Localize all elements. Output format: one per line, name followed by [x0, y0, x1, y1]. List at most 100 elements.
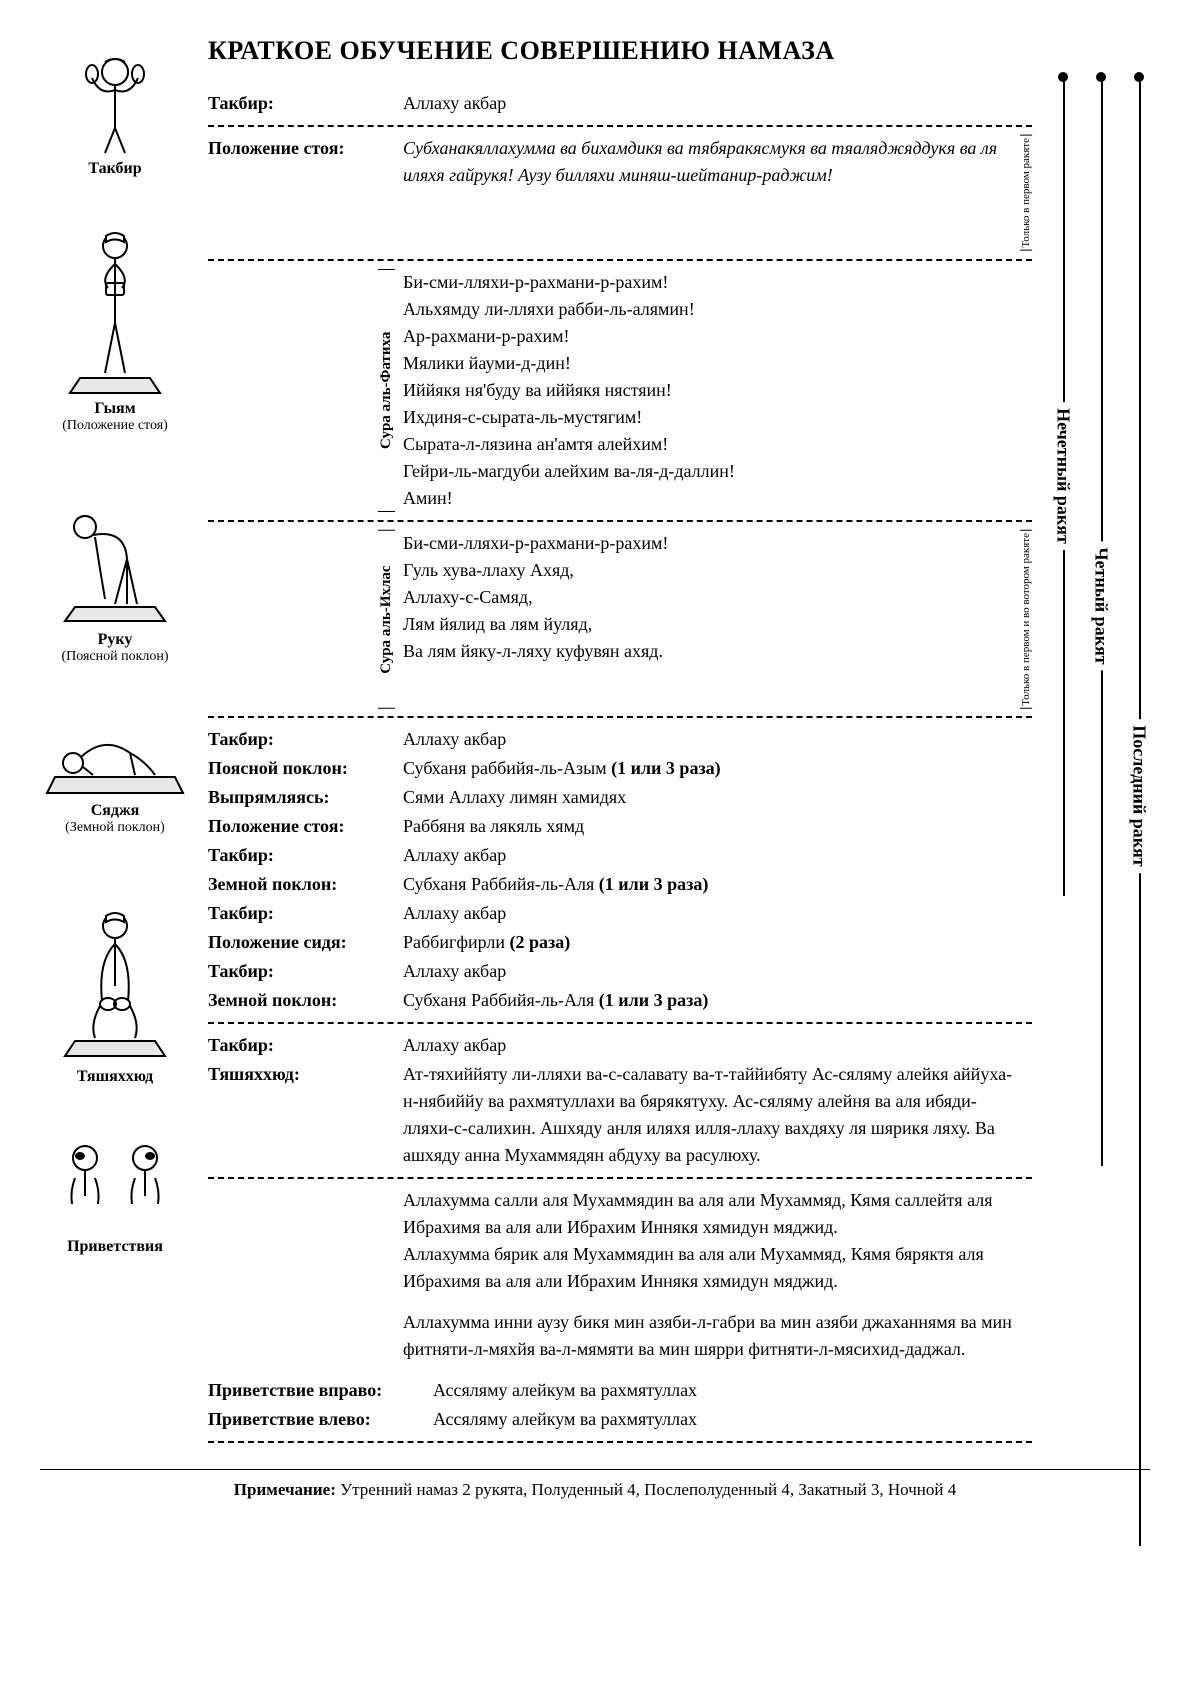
fatiha-line: Би-сми-лляхи-р-рахмани-р-рахим! [403, 269, 735, 296]
label: Такбир: [208, 958, 403, 985]
row-salam-left: Приветствие влево: Ассяляму алейкум ва р… [208, 1406, 1032, 1433]
label: Тяшяххюд: [208, 1061, 403, 1088]
fatiha-block: Сура аль-Фатиха Би-сми-лляхи-р-рахмани-р… [208, 269, 1032, 512]
fatiha-line: Гейри-ль-магдуби алейхим ва-ля-д-даллин! [403, 458, 735, 485]
note-first-second: Только в первом и во вотором ракяте [1020, 530, 1032, 709]
ikhlas-line: Аллаху-с-Самяд, [403, 584, 1016, 611]
figure-salam: Приветствия [50, 1136, 180, 1256]
value: Аллаху акбар [403, 958, 1032, 985]
fig-sajda-caption: Сяджя [91, 802, 140, 820]
fatiha-line: Сырата-л-лязина ан'амтя алейхим! [403, 431, 735, 458]
footnote: Примечание: Утренний намаз 2 рукята, Пол… [40, 1480, 1150, 1500]
fatiha-label: Сура аль-Фатиха [378, 269, 395, 512]
salawat-line: Аллахумма бярик аля Мухаммядин ва аля ал… [403, 1241, 1022, 1295]
label: Положение стоя: [208, 135, 403, 162]
mid-row: Такбир:Аллаху акбар [208, 726, 1032, 753]
fatiha-line: Альхямду ли-лляхи рабби-ль-алямин! [403, 296, 735, 323]
value: Раббигфирли (2 раза) [403, 929, 1032, 956]
row-standing: Положение стоя: Субханакяллахумма ва бих… [208, 135, 1032, 251]
ikhlas-lines: Би-сми-лляхи-р-рахмани-р-рахим!Гуль хува… [403, 530, 1016, 709]
separator [208, 716, 1032, 718]
bracket-even: Четный ракят [1090, 36, 1112, 1451]
figure-ruku: Руку (Поясной поклон) [55, 489, 175, 665]
tashahhud-icon [60, 906, 170, 1066]
fig-ruku-sub: (Поясной поклон) [61, 649, 168, 665]
fig-giyam-sub: (Положение стоя) [62, 418, 168, 434]
note-first-rakat: Только в первом ракяте [1020, 135, 1032, 251]
value: Субханя Раббийя-ль-Аля (1 или 3 раза) [403, 987, 1032, 1014]
fatiha-line: Ихдиня-с-сырата-ль-мустягим! [403, 404, 735, 431]
value: Сями Аллаху лимян хамидях [403, 784, 1032, 811]
value: Аллаху акбар [403, 90, 1032, 117]
value: Аллаху акбар [403, 1032, 1032, 1059]
salawat-text: Аллахумма салли аля Мухаммядин ва аля ал… [208, 1187, 1032, 1295]
mid-row: Такбир:Аллаху акбар [208, 958, 1032, 985]
bracket-odd: Нечетный ракят [1052, 36, 1074, 1451]
fatiha-lines: Би-сми-лляхи-р-рахмани-р-рахим!Альхямду … [403, 269, 735, 512]
fig-salam-caption: Приветствия [67, 1238, 163, 1256]
footnote-label: Примечание: [234, 1480, 336, 1499]
mid-row: Земной поклон:Субханя Раббийя-ль-Аля (1 … [208, 987, 1032, 1014]
ikhlas-line: Ва лям йяку-л-ляху куфувян ахяд. [403, 638, 1016, 665]
takbir-icon [70, 48, 160, 158]
fig-giyam-caption: Гыям [94, 400, 135, 418]
mid-row: Выпрямляясь:Сями Аллаху лимян хамидях [208, 784, 1032, 811]
label: Такбир: [208, 900, 403, 927]
bracket-last: Последний ракят [1128, 36, 1150, 1451]
label: Выпрямляясь: [208, 784, 403, 811]
salawat-line: Аллахумма салли аля Мухаммядин ва аля ал… [403, 1187, 1022, 1241]
label: Положение стоя: [208, 813, 403, 840]
mid-row: Земной поклон:Субханя Раббийя-ль-Аля (1 … [208, 871, 1032, 898]
label: Приветствие влево: [208, 1406, 433, 1433]
fig-sajda-sub: (Земной поклон) [65, 820, 165, 836]
ruku-icon [55, 489, 175, 629]
sajda-icon [45, 705, 185, 800]
fig-ruku-caption: Руку [98, 631, 133, 649]
row-tash-takbir: Такбир: Аллаху акбар [208, 1032, 1032, 1059]
fig-tash-caption: Тяшяххюд [77, 1068, 153, 1086]
mid-row: Положение сидя:Раббигфирли (2 раза) [208, 929, 1032, 956]
figures-column: Такбир Гыям (Положение стоя) [40, 36, 190, 1451]
salam-icon [50, 1136, 180, 1236]
label: Поясной поклон: [208, 755, 403, 782]
separator [208, 1177, 1032, 1179]
giyam-icon [60, 228, 170, 398]
value: Субханя Раббийя-ль-Аля (1 или 3 раза) [403, 871, 1032, 898]
bracket-odd-label: Нечетный ракят [1053, 402, 1074, 550]
figure-sajda: Сяджя (Земной поклон) [45, 705, 185, 836]
page-title: КРАТКОЕ ОБУЧЕНИЕ СОВЕРШЕНИЮ НАМАЗА [208, 36, 1032, 66]
fatiha-line: Иййякя ня'буду ва иййякя нястяин! [403, 377, 735, 404]
label: Земной поклон: [208, 871, 403, 898]
footnote-text: Утренний намаз 2 рукята, Полуденный 4, П… [336, 1480, 956, 1499]
label: Земной поклон: [208, 987, 403, 1014]
ikhlas-line: Лям йялид ва лям йуляд, [403, 611, 1016, 638]
mid-row: Такбир:Аллаху акбар [208, 900, 1032, 927]
label: Такбир: [208, 90, 403, 117]
ikhlas-block: Сура аль-Ихлас Би-сми-лляхи-р-рахмани-р-… [208, 530, 1032, 709]
figure-tashahhud: Тяшяххюд [60, 906, 170, 1086]
label: Такбир: [208, 726, 403, 753]
value: Аллаху акбар [403, 900, 1032, 927]
value: Ассяляму алейкум ва рахмятуллах [433, 1406, 1032, 1433]
ikhlas-line: Би-сми-лляхи-р-рахмани-р-рахим! [403, 530, 1016, 557]
mid-row: Такбир:Аллаху акбар [208, 842, 1032, 869]
mid-rows: Такбир:Аллаху акбарПоясной поклон:Субхан… [208, 726, 1032, 1014]
separator [208, 520, 1032, 522]
bracket-last-label: Последний ракят [1129, 719, 1150, 873]
dua-text: Аллахумма инни аузу бикя мин азяби-л-габ… [208, 1309, 1032, 1363]
separator [208, 1441, 1032, 1443]
row-takbir1: Такбир: Аллаху акбар [208, 90, 1032, 117]
label: Такбир: [208, 1032, 403, 1059]
label: Приветствие вправо: [208, 1377, 433, 1404]
mid-row: Положение стоя:Раббяня ва лякяль хямд [208, 813, 1032, 840]
row-tash-main: Тяшяххюд: Ат-тяхиййяту ли-лляхи ва-с-сал… [208, 1061, 1032, 1169]
ikhlas-line: Гуль хува-ллаху Ахяд, [403, 557, 1016, 584]
fatiha-line: Ар-рахмани-р-рахим! [403, 323, 735, 350]
value: Ассяляму алейкум ва рахмятуллах [433, 1377, 1032, 1404]
separator [208, 259, 1032, 261]
separator [208, 125, 1032, 127]
figure-takbir: Такбир [70, 48, 160, 178]
ikhlas-label: Сура аль-Ихлас [378, 530, 395, 709]
value: Аллаху акбар [403, 726, 1032, 753]
value: Субханакяллахумма ва бихамдикя ва тябяра… [403, 135, 1016, 189]
